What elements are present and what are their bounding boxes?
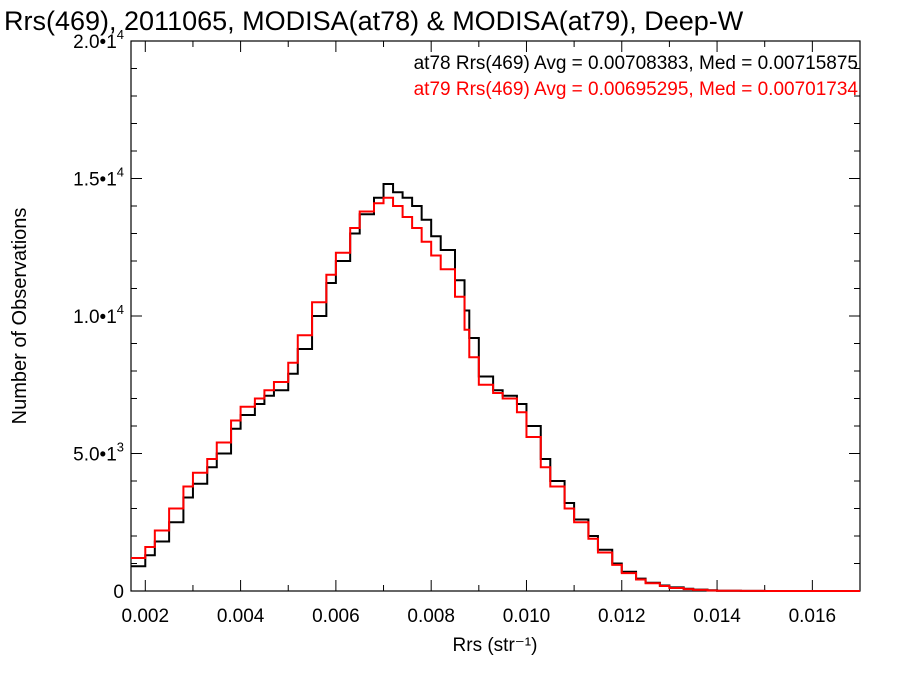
y-axis: 05.0•131.0•141.5•142.0•14	[73, 27, 860, 603]
plot-frame	[130, 40, 861, 592]
chart-title: Rrs(469), 2011065, MODISA(at78) & MODISA…	[4, 6, 744, 36]
y-tick-mantissa: 5.0•1	[73, 445, 117, 466]
x-tick-label: 0.016	[789, 606, 837, 627]
y-tick-label: 1.0•14	[73, 302, 124, 328]
y-axis-label: Number of Observations	[9, 208, 31, 425]
y-tick-mantissa: 1.0•1	[73, 307, 117, 328]
annotation-at79: at79 Rrs(469) Avg = 0.00695295, Med = 0.…	[414, 79, 859, 100]
y-tick-label: 1.5•14	[73, 165, 124, 191]
annotation-at78: at78 Rrs(469) Avg = 0.00708383, Med = 0.…	[414, 53, 858, 74]
x-axis: 0.002 0.004 0.006 0.008 0.010 0.012 0.014 0.016	[122, 41, 861, 627]
x-tick-label: 0.012	[598, 606, 646, 627]
y-tick-mantissa: 2.0•1	[73, 32, 117, 53]
y-tick-label: 2.0•14	[73, 27, 124, 53]
y-tick-exponent: 4	[117, 27, 124, 42]
x-tick-label: 0.002	[122, 606, 170, 627]
x-axis-label: Rrs (str⁻¹)	[453, 635, 538, 656]
x-tick-label: 0.008	[407, 606, 455, 627]
y-tick-label: 5.0•13	[73, 440, 124, 466]
y-tick-mantissa: 0	[113, 582, 124, 603]
y-tick-exponent: 4	[117, 302, 124, 317]
y-tick-exponent: 3	[117, 440, 124, 455]
x-tick-label: 0.014	[693, 606, 741, 627]
x-tick-label: 0.010	[503, 606, 551, 627]
series-line-0	[131, 183, 860, 592]
y-tick-label: 0	[113, 582, 124, 603]
x-tick-label: 0.004	[217, 606, 265, 627]
series-line-1	[131, 196, 860, 592]
y-tick-exponent: 4	[117, 165, 124, 180]
series-layer	[131, 183, 860, 592]
y-tick-mantissa: 1.5•1	[73, 170, 117, 191]
x-tick-label: 0.006	[312, 606, 360, 627]
